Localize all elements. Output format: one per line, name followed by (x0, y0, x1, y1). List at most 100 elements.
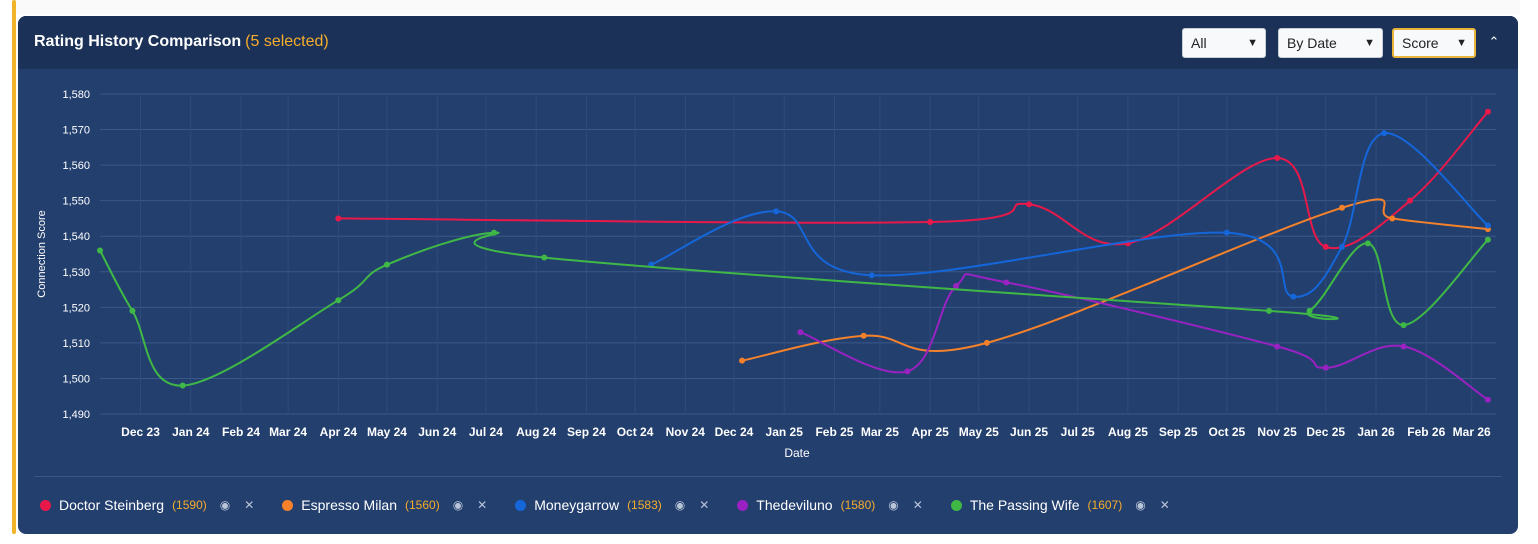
data-point[interactable] (1223, 229, 1230, 236)
metric-select[interactable]: Score ▼ (1392, 28, 1476, 58)
data-point[interactable] (1400, 343, 1407, 350)
x-tick-label: Mar 26 (1453, 425, 1491, 439)
y-axis-ticks: 1,490 1,500 1,510 1,520 1,530 1,540 1,550 1,560… (62, 89, 90, 421)
x-tick-label: Feb 24 (222, 425, 260, 439)
legend-score: (1560) (405, 498, 440, 512)
data-point[interactable] (1484, 222, 1491, 229)
series-line (800, 273, 1489, 401)
x-tick-label: May 25 (959, 425, 999, 439)
data-point[interactable] (983, 339, 990, 346)
y-tick-label: 1,490 (62, 409, 90, 421)
data-point[interactable] (1338, 243, 1345, 250)
x-tick-label: Jan 26 (1357, 425, 1395, 439)
x-tick-label: Jun 25 (1010, 425, 1048, 439)
data-point[interactable] (97, 247, 103, 254)
data-point[interactable] (868, 272, 875, 279)
filter-select-value: All (1191, 35, 1207, 51)
data-point[interactable] (1484, 396, 1491, 403)
data-point[interactable] (335, 297, 342, 304)
data-point[interactable] (179, 382, 186, 389)
series-espresso-milan (739, 198, 1491, 364)
chevron-up-icon[interactable]: ⌃ (1488, 34, 1500, 49)
close-icon[interactable]: ✕ (244, 498, 255, 512)
data-point[interactable] (490, 229, 497, 236)
eye-icon[interactable]: ◉ (888, 498, 899, 512)
eye-icon[interactable]: ◉ (1135, 498, 1146, 512)
x-tick-label: Apr 25 (911, 425, 949, 439)
legend-name: Espresso Milan (301, 497, 397, 513)
legend-score: (1580) (840, 498, 876, 512)
legend-item[interactable]: The Passing Wife (1607) ◉ ✕ (950, 497, 1170, 513)
selected-count: (5 selected) (245, 33, 329, 50)
rating-history-panel: Rating History Comparison (5 selected) Al… (18, 16, 1518, 534)
data-point[interactable] (541, 254, 548, 261)
legend-color-dot (515, 499, 527, 511)
close-icon[interactable]: ✕ (912, 498, 923, 512)
data-point[interactable] (927, 219, 934, 225)
panel-header: Rating History Comparison (5 selected) Al… (18, 16, 1518, 69)
filter-select[interactable]: All ▼ (1182, 28, 1266, 58)
y-tick-label: 1,570 (62, 125, 90, 137)
data-point[interactable] (1322, 364, 1329, 371)
sort-select[interactable]: By Date ▼ (1278, 28, 1383, 58)
x-tick-label: Feb 25 (815, 425, 853, 439)
eye-icon[interactable]: ◉ (452, 498, 464, 512)
chart-legend: Doctor Steinberg (1590) ◉ ✕ Espresso Milan (1… (40, 494, 1198, 516)
x-tick-label: Oct 25 (1209, 425, 1246, 439)
x-tick-label: Feb 26 (1407, 425, 1445, 439)
data-point[interactable] (383, 261, 390, 268)
data-point[interactable] (1338, 204, 1345, 211)
legend-divider (34, 476, 1502, 477)
legend-score: (1583) (627, 498, 662, 512)
data-point[interactable] (797, 329, 804, 336)
legend-name: Moneygarrow (534, 497, 620, 513)
data-point[interactable] (1484, 236, 1491, 243)
y-tick-label: 1,550 (62, 196, 90, 208)
legend-item[interactable]: Thedeviluno (1580) ◉ ✕ (737, 497, 923, 513)
data-point[interactable] (1322, 243, 1329, 250)
y-axis-label: Connection Score (36, 210, 48, 297)
data-point[interactable] (773, 208, 780, 215)
data-point[interactable] (1381, 130, 1388, 137)
data-point[interactable] (1290, 293, 1297, 300)
data-point[interactable] (1274, 343, 1281, 350)
sort-select-value: By Date (1287, 35, 1337, 51)
x-tick-label: Mar 24 (269, 425, 307, 439)
data-point[interactable] (129, 307, 136, 314)
legend-item[interactable]: Moneygarrow (1583) ◉ ✕ (515, 497, 709, 513)
x-tick-label: Aug 24 (516, 425, 556, 439)
data-point[interactable] (1026, 201, 1033, 208)
data-point[interactable] (1003, 279, 1010, 286)
eye-icon[interactable]: ◉ (219, 498, 231, 512)
panel-title-text: Rating History Comparison (34, 33, 242, 50)
data-point[interactable] (1407, 197, 1414, 204)
series-line (99, 231, 1489, 387)
eye-icon[interactable]: ◉ (674, 498, 686, 512)
legend-item[interactable]: Doctor Steinberg (1590) ◉ ✕ (40, 497, 254, 513)
x-tick-label: Jan 25 (766, 425, 804, 439)
x-tick-label: Dec 24 (715, 425, 754, 439)
data-point[interactable] (904, 368, 911, 375)
series-line (338, 111, 1489, 250)
data-point[interactable] (953, 283, 960, 289)
series-thedeviluno (797, 273, 1491, 403)
close-icon[interactable]: ✕ (1159, 498, 1170, 512)
chevron-down-icon: ▼ (1456, 37, 1467, 49)
data-point[interactable] (335, 215, 342, 222)
data-point[interactable] (1364, 240, 1371, 247)
data-point[interactable] (1266, 307, 1273, 314)
x-tick-label: Jun 24 (418, 425, 456, 439)
data-point[interactable] (1484, 108, 1491, 115)
close-icon[interactable]: ✕ (699, 498, 710, 512)
data-point[interactable] (1389, 215, 1396, 222)
data-point[interactable] (739, 357, 746, 364)
data-point[interactable] (1400, 322, 1407, 329)
legend-item[interactable]: Espresso Milan (1560) ◉ ✕ (282, 497, 487, 513)
data-point[interactable] (1306, 307, 1313, 314)
data-point[interactable] (1274, 155, 1281, 161)
data-point[interactable] (860, 332, 867, 339)
close-icon[interactable]: ✕ (477, 498, 488, 512)
legend-color-dot (950, 499, 962, 511)
x-tick-label: Dec 23 (121, 425, 160, 439)
x-tick-label: Jul 25 (1061, 425, 1095, 439)
